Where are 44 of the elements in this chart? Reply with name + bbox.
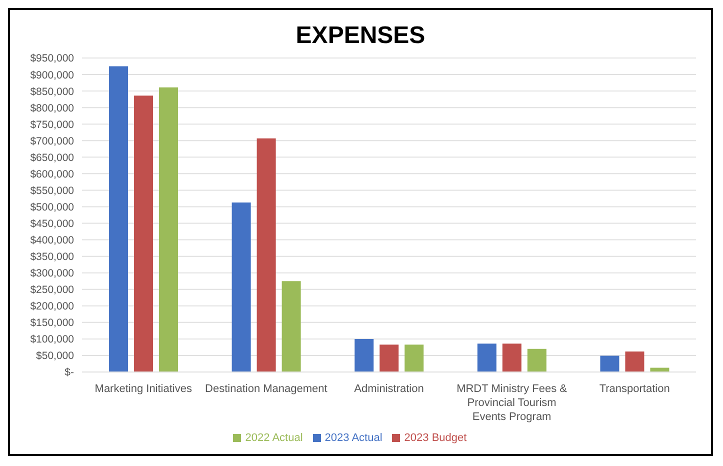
y-tick-label: $300,000 <box>30 268 74 280</box>
bar <box>256 138 276 372</box>
x-tick-label: Destination Management <box>205 383 328 395</box>
y-tick-label: $950,000 <box>30 52 74 65</box>
bar <box>134 96 154 372</box>
y-tick-label: $600,000 <box>30 168 74 180</box>
bar <box>282 281 301 372</box>
y-tick-label: $50,000 <box>36 350 74 362</box>
y-tick-label: $850,000 <box>30 86 74 98</box>
y-tick-label: $700,000 <box>30 135 74 148</box>
legend-label: 2023 Actual <box>324 432 382 444</box>
bar <box>477 344 496 372</box>
y-tick-label: $400,000 <box>30 234 74 247</box>
x-tick-label: Marketing Initiatives <box>94 383 192 395</box>
y-tick-label: $150,000 <box>30 317 74 330</box>
y-tick-label: $800,000 <box>30 102 74 114</box>
bar <box>404 344 424 372</box>
y-tick-label: $750,000 <box>30 118 74 131</box>
bar <box>159 87 178 372</box>
bar <box>625 352 644 372</box>
y-tick-label: $650,000 <box>30 152 74 164</box>
y-tick-label: $250,000 <box>30 284 74 296</box>
bar <box>650 368 670 372</box>
y-tick-label: $100,000 <box>30 334 74 346</box>
chart-title: EXPENSES <box>294 22 426 51</box>
bar <box>109 66 128 372</box>
x-tick-label: MRDT Ministry Fees & Provincial Tourism Events Program <box>456 383 568 423</box>
y-tick-label: $- <box>64 366 74 379</box>
legend-label: 2023 Budget <box>404 432 467 444</box>
y-tick-label: $550,000 <box>30 184 74 197</box>
bar <box>600 356 620 372</box>
x-tick-label: Administration <box>354 383 424 395</box>
bar <box>380 344 399 372</box>
y-tick-label: $450,000 <box>30 218 74 230</box>
bar <box>527 348 546 372</box>
bar <box>502 344 522 372</box>
y-tick-label: $350,000 <box>30 251 74 264</box>
y-tick-label: $200,000 <box>30 300 74 313</box>
x-tick-label: Transportation <box>599 383 670 395</box>
bar <box>354 338 374 372</box>
y-tick-label: $500,000 <box>30 201 74 214</box>
y-tick-label: $900,000 <box>30 69 74 82</box>
bar <box>232 202 251 372</box>
legend-label: 2022 Actual <box>245 432 303 444</box>
